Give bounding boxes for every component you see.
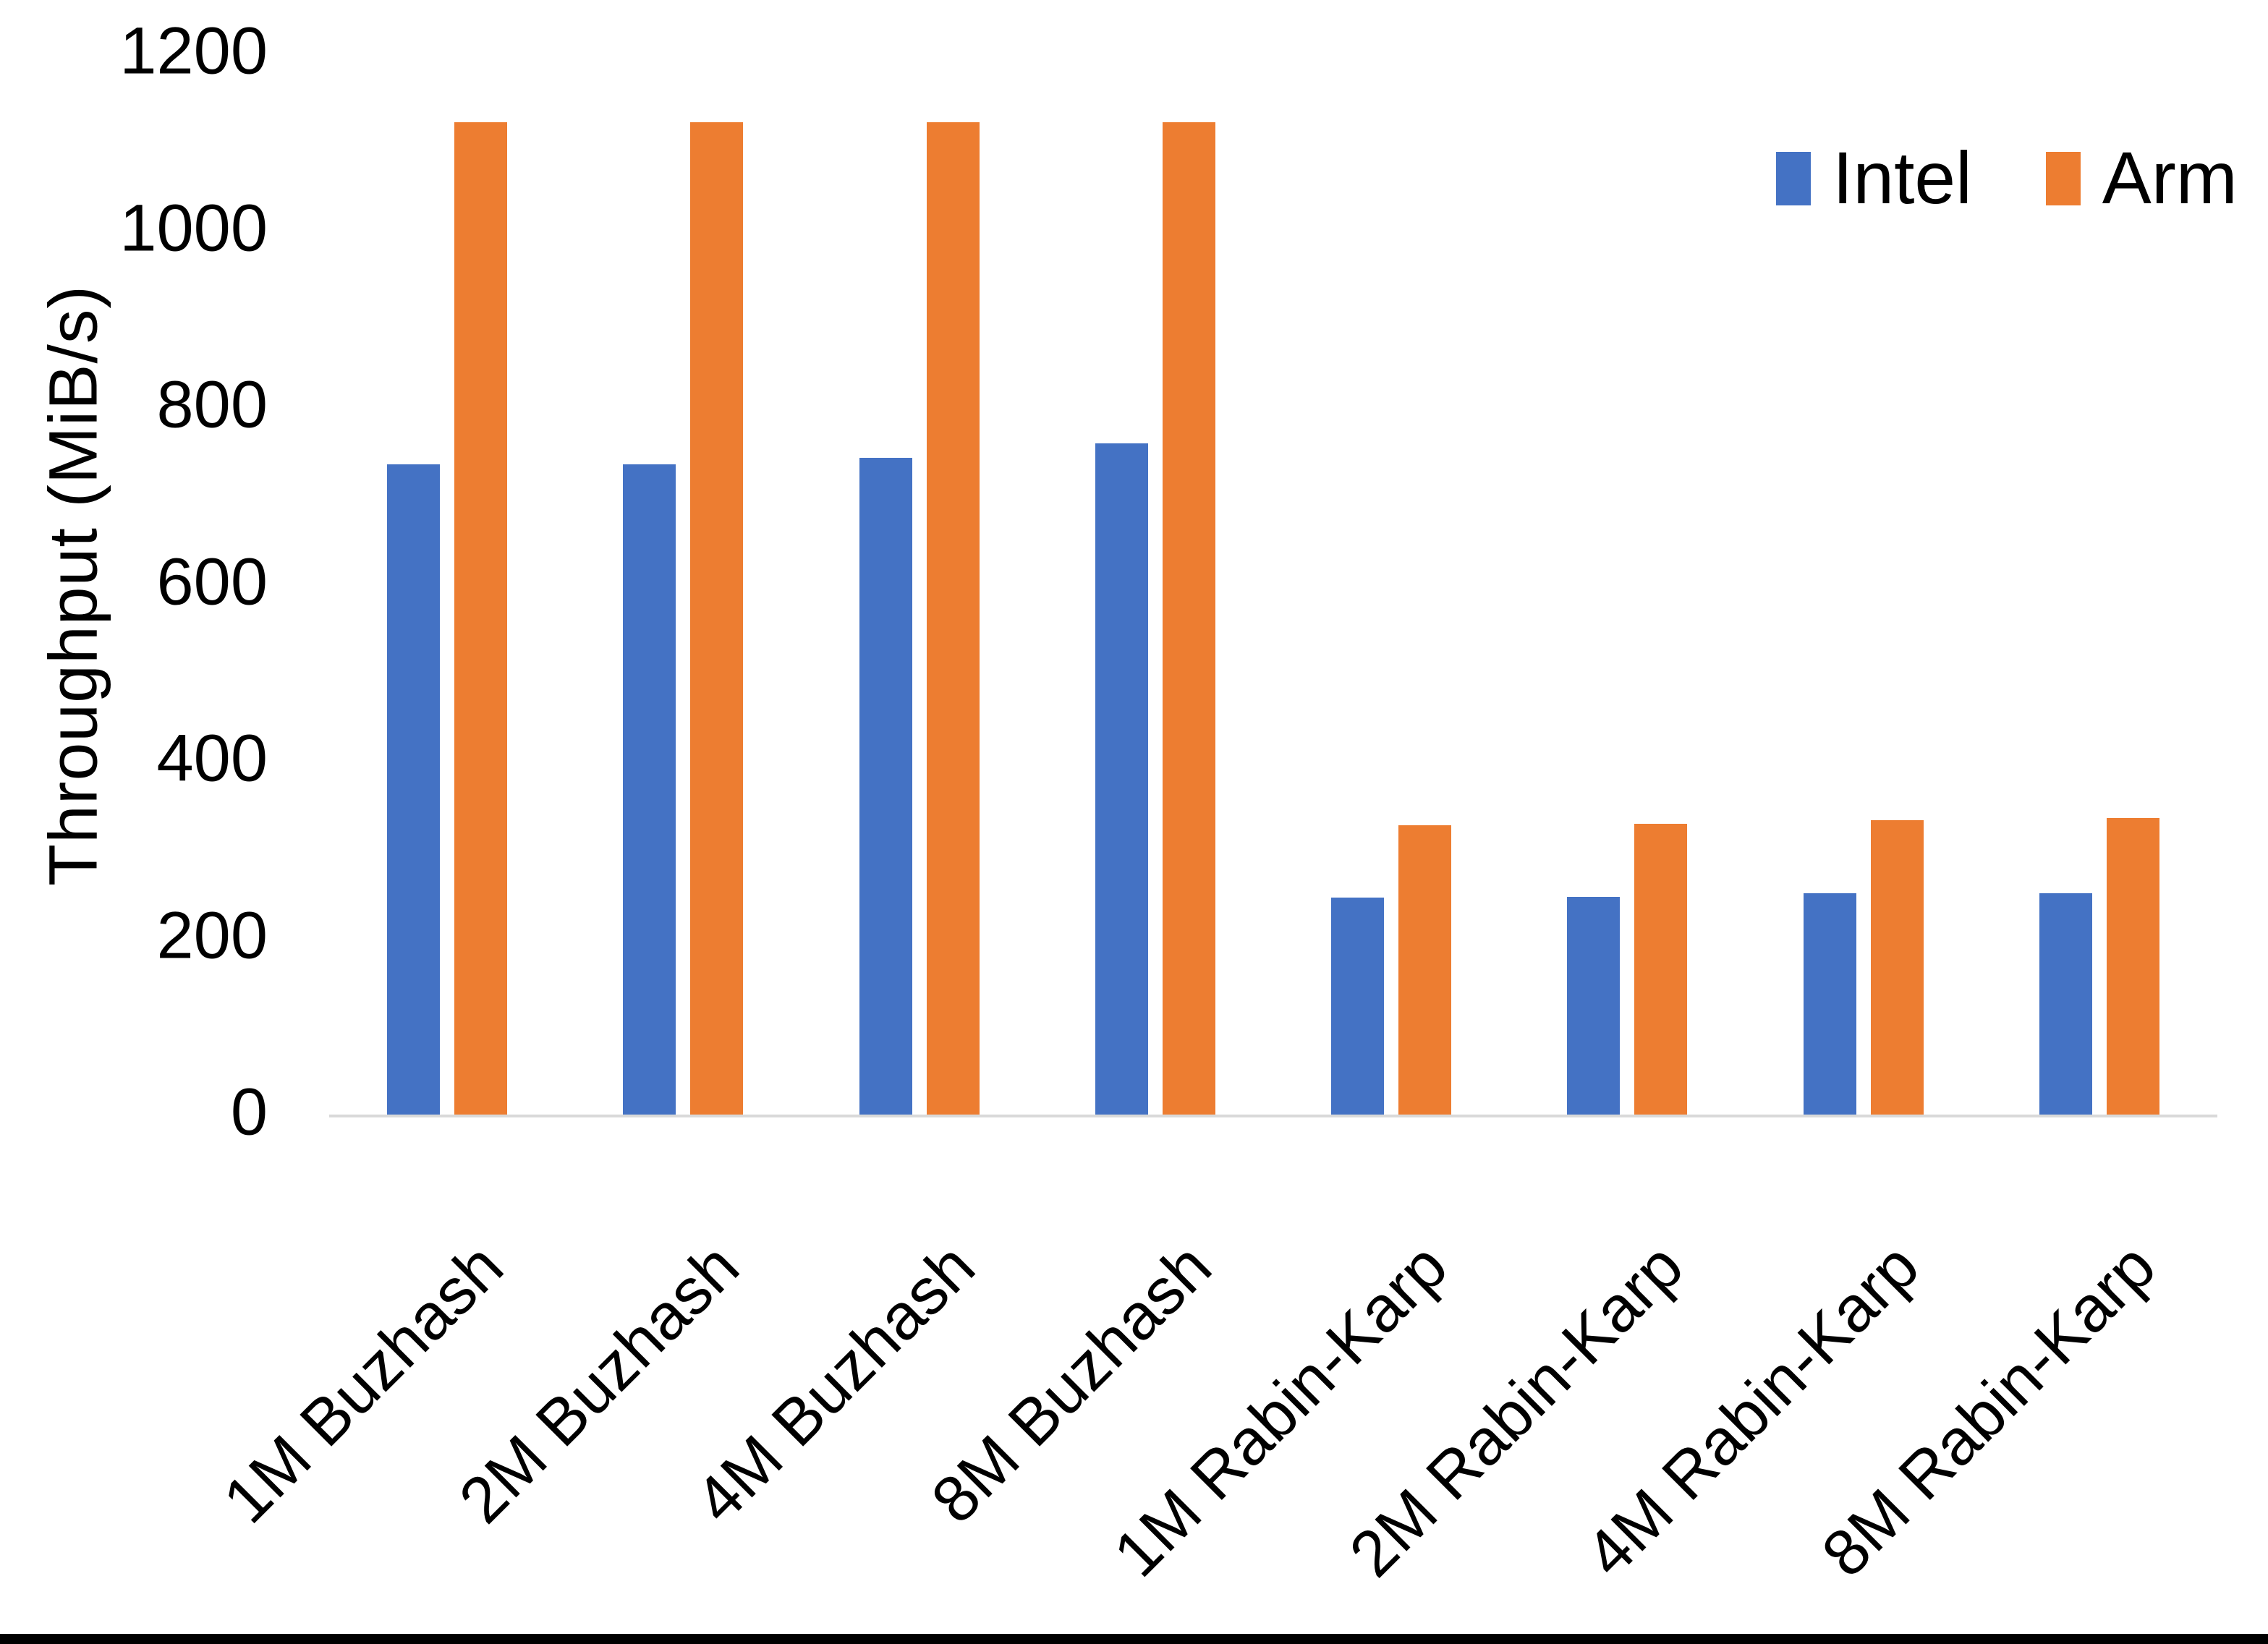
bar-arm-8m-rabin-karp <box>2106 818 2159 1115</box>
y-tick-label-1000: 1000 <box>119 190 268 265</box>
x-axis-baseline <box>329 1115 2217 1117</box>
legend: Intel Arm <box>1776 136 2238 221</box>
legend-label-arm: Arm <box>2102 137 2238 219</box>
y-axis-title: Throughput (MiB/s) <box>35 284 112 887</box>
bottom-border <box>0 1634 2268 1644</box>
bar-arm-4m-buzhash <box>926 122 980 1115</box>
bar-arm-2m-buzhash <box>690 122 744 1115</box>
y-tick-label-1200: 1200 <box>119 14 268 88</box>
bar-arm-1m-rabin-karp <box>1398 825 1452 1115</box>
bar-intel-8m-rabin-karp <box>2039 893 2092 1115</box>
legend-label-intel: Intel <box>1832 137 1972 219</box>
bar-intel-1m-rabin-karp <box>1331 898 1385 1115</box>
bar-intel-2m-rabin-karp <box>1567 897 1621 1115</box>
y-tick-label-200: 200 <box>156 898 268 972</box>
y-tick-label-600: 600 <box>156 544 268 618</box>
y-tick-label-0: 0 <box>230 1075 268 1149</box>
bar-arm-1m-buzhash <box>454 122 508 1115</box>
y-tick-label-400: 400 <box>156 721 268 796</box>
bar-intel-4m-rabin-karp <box>1803 893 1856 1115</box>
bar-intel-8m-buzhash <box>1095 443 1148 1115</box>
legend-swatch-intel <box>1776 151 1811 205</box>
legend-swatch-arm <box>2045 151 2081 205</box>
bar-arm-2m-rabin-karp <box>1634 823 1688 1115</box>
bar-arm-4m-rabin-karp <box>1870 819 1924 1115</box>
bar-intel-4m-buzhash <box>859 457 912 1115</box>
bar-arm-8m-buzhash <box>1162 122 1215 1115</box>
y-tick-label-800: 800 <box>156 367 268 442</box>
bar-intel-1m-buzhash <box>387 464 441 1115</box>
bar-intel-2m-buzhash <box>623 464 676 1115</box>
